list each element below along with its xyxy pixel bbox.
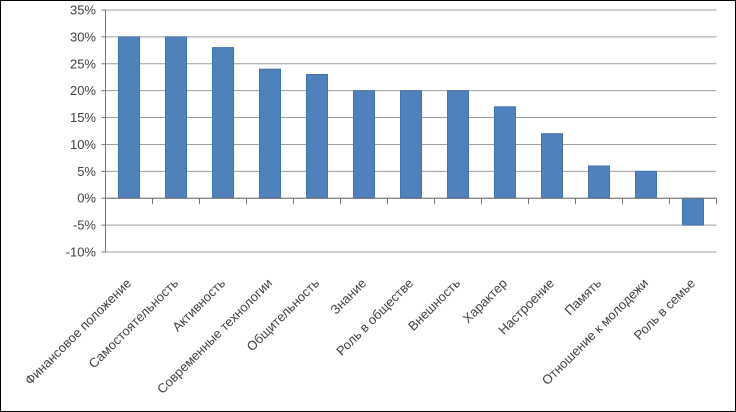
y-axis-tick-label: 0% bbox=[77, 191, 96, 206]
bar bbox=[682, 197, 704, 226]
bar bbox=[259, 68, 281, 199]
y-axis-tick-label: 20% bbox=[70, 83, 96, 98]
y-axis-tick-label: -5% bbox=[73, 218, 97, 233]
bar bbox=[400, 90, 422, 199]
bar bbox=[447, 90, 469, 199]
bar bbox=[306, 74, 328, 199]
bar bbox=[118, 36, 140, 199]
y-axis-tick-label: -10% bbox=[66, 245, 97, 260]
bar bbox=[212, 47, 234, 199]
y-axis-tick-label: 10% bbox=[70, 137, 96, 152]
y-axis-tick-label: 35% bbox=[70, 3, 96, 18]
bar bbox=[353, 90, 375, 199]
x-axis-category-label: Самостоятельность bbox=[86, 275, 182, 371]
bar bbox=[165, 36, 187, 199]
y-axis-tick-label: 30% bbox=[70, 29, 96, 44]
y-axis-tick-label: 25% bbox=[70, 56, 96, 71]
bar bbox=[635, 170, 657, 199]
bars-group bbox=[118, 36, 704, 226]
bar bbox=[541, 133, 563, 199]
x-axis-category-label: Знание bbox=[327, 276, 369, 318]
axes-group bbox=[105, 10, 717, 252]
y-axis-tick-label: 15% bbox=[70, 110, 96, 125]
x-axis-labels-group: Финансовое положениеСамостоятельностьАкт… bbox=[22, 275, 698, 396]
bar bbox=[588, 165, 610, 199]
y-axis-labels-group: 35% 30% 25% 20% 15% 10% 5% 0% -5% -10% bbox=[66, 3, 97, 260]
y-axis-tick-label: 5% bbox=[77, 164, 96, 179]
x-axis-category-label: Память bbox=[561, 275, 604, 318]
bar bbox=[494, 106, 516, 199]
